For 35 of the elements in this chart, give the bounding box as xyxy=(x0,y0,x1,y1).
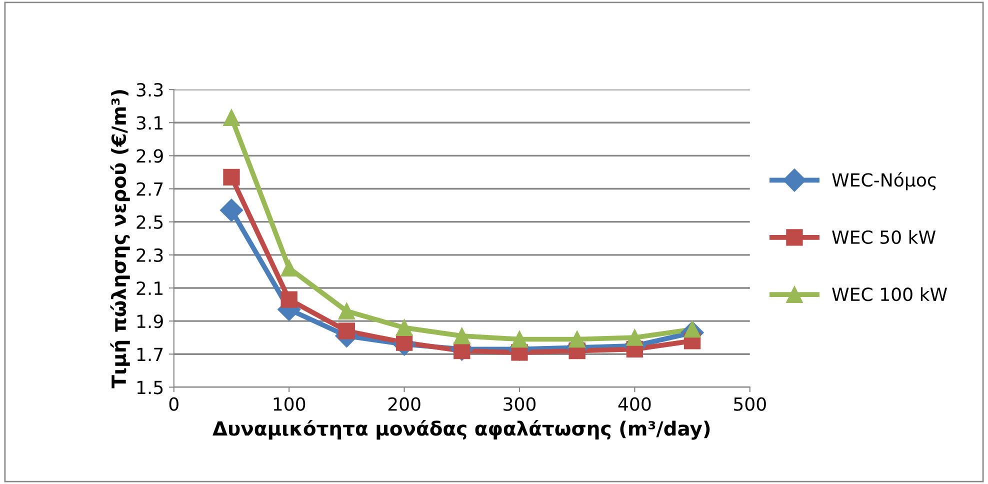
y-tick-label: 2.3 xyxy=(136,248,163,262)
legend-label: WEC 100 kW xyxy=(832,287,948,302)
y-tick-label: 2.1 xyxy=(136,281,162,295)
x-tick-label: 100 xyxy=(274,397,306,411)
point xyxy=(568,330,586,348)
legend-label: WEC 50 kW xyxy=(832,230,936,244)
point xyxy=(626,329,644,346)
x-tick-label: 300 xyxy=(504,397,536,411)
x-tick-label: 400 xyxy=(618,397,651,411)
point xyxy=(280,260,298,276)
x-tick-label: 500 xyxy=(734,397,766,411)
point xyxy=(223,168,240,186)
point xyxy=(396,319,413,336)
point xyxy=(511,330,528,348)
point xyxy=(280,291,298,308)
point xyxy=(220,198,243,222)
point xyxy=(338,302,356,320)
point xyxy=(684,320,701,338)
y-tick-label: 1.7 xyxy=(137,348,163,361)
y-tick-label: 2.5 xyxy=(136,215,163,229)
y-tick-label: 3.3 xyxy=(136,83,163,97)
y-tick-label: 2.7 xyxy=(136,182,163,196)
point xyxy=(454,328,470,344)
legend-label: WEC-Νόμος xyxy=(832,172,936,190)
point xyxy=(396,334,413,351)
x-tick-label: 200 xyxy=(388,397,420,411)
y-tick-label: 1.5 xyxy=(137,380,163,394)
x-axis-title: Δυναμικότητα μονάδας αφαλάτωσης (m³/day) xyxy=(212,420,710,440)
point xyxy=(338,322,356,340)
y-tick-label: 2.9 xyxy=(136,149,163,163)
y-axis-title: Τιμή πώλησης νερού (€/m³) xyxy=(110,90,130,388)
point xyxy=(223,109,240,126)
y-tick-label: 3.1 xyxy=(136,116,162,130)
x-tick-label: 0 xyxy=(169,397,178,411)
y-tick-label: 1.9 xyxy=(137,314,163,328)
